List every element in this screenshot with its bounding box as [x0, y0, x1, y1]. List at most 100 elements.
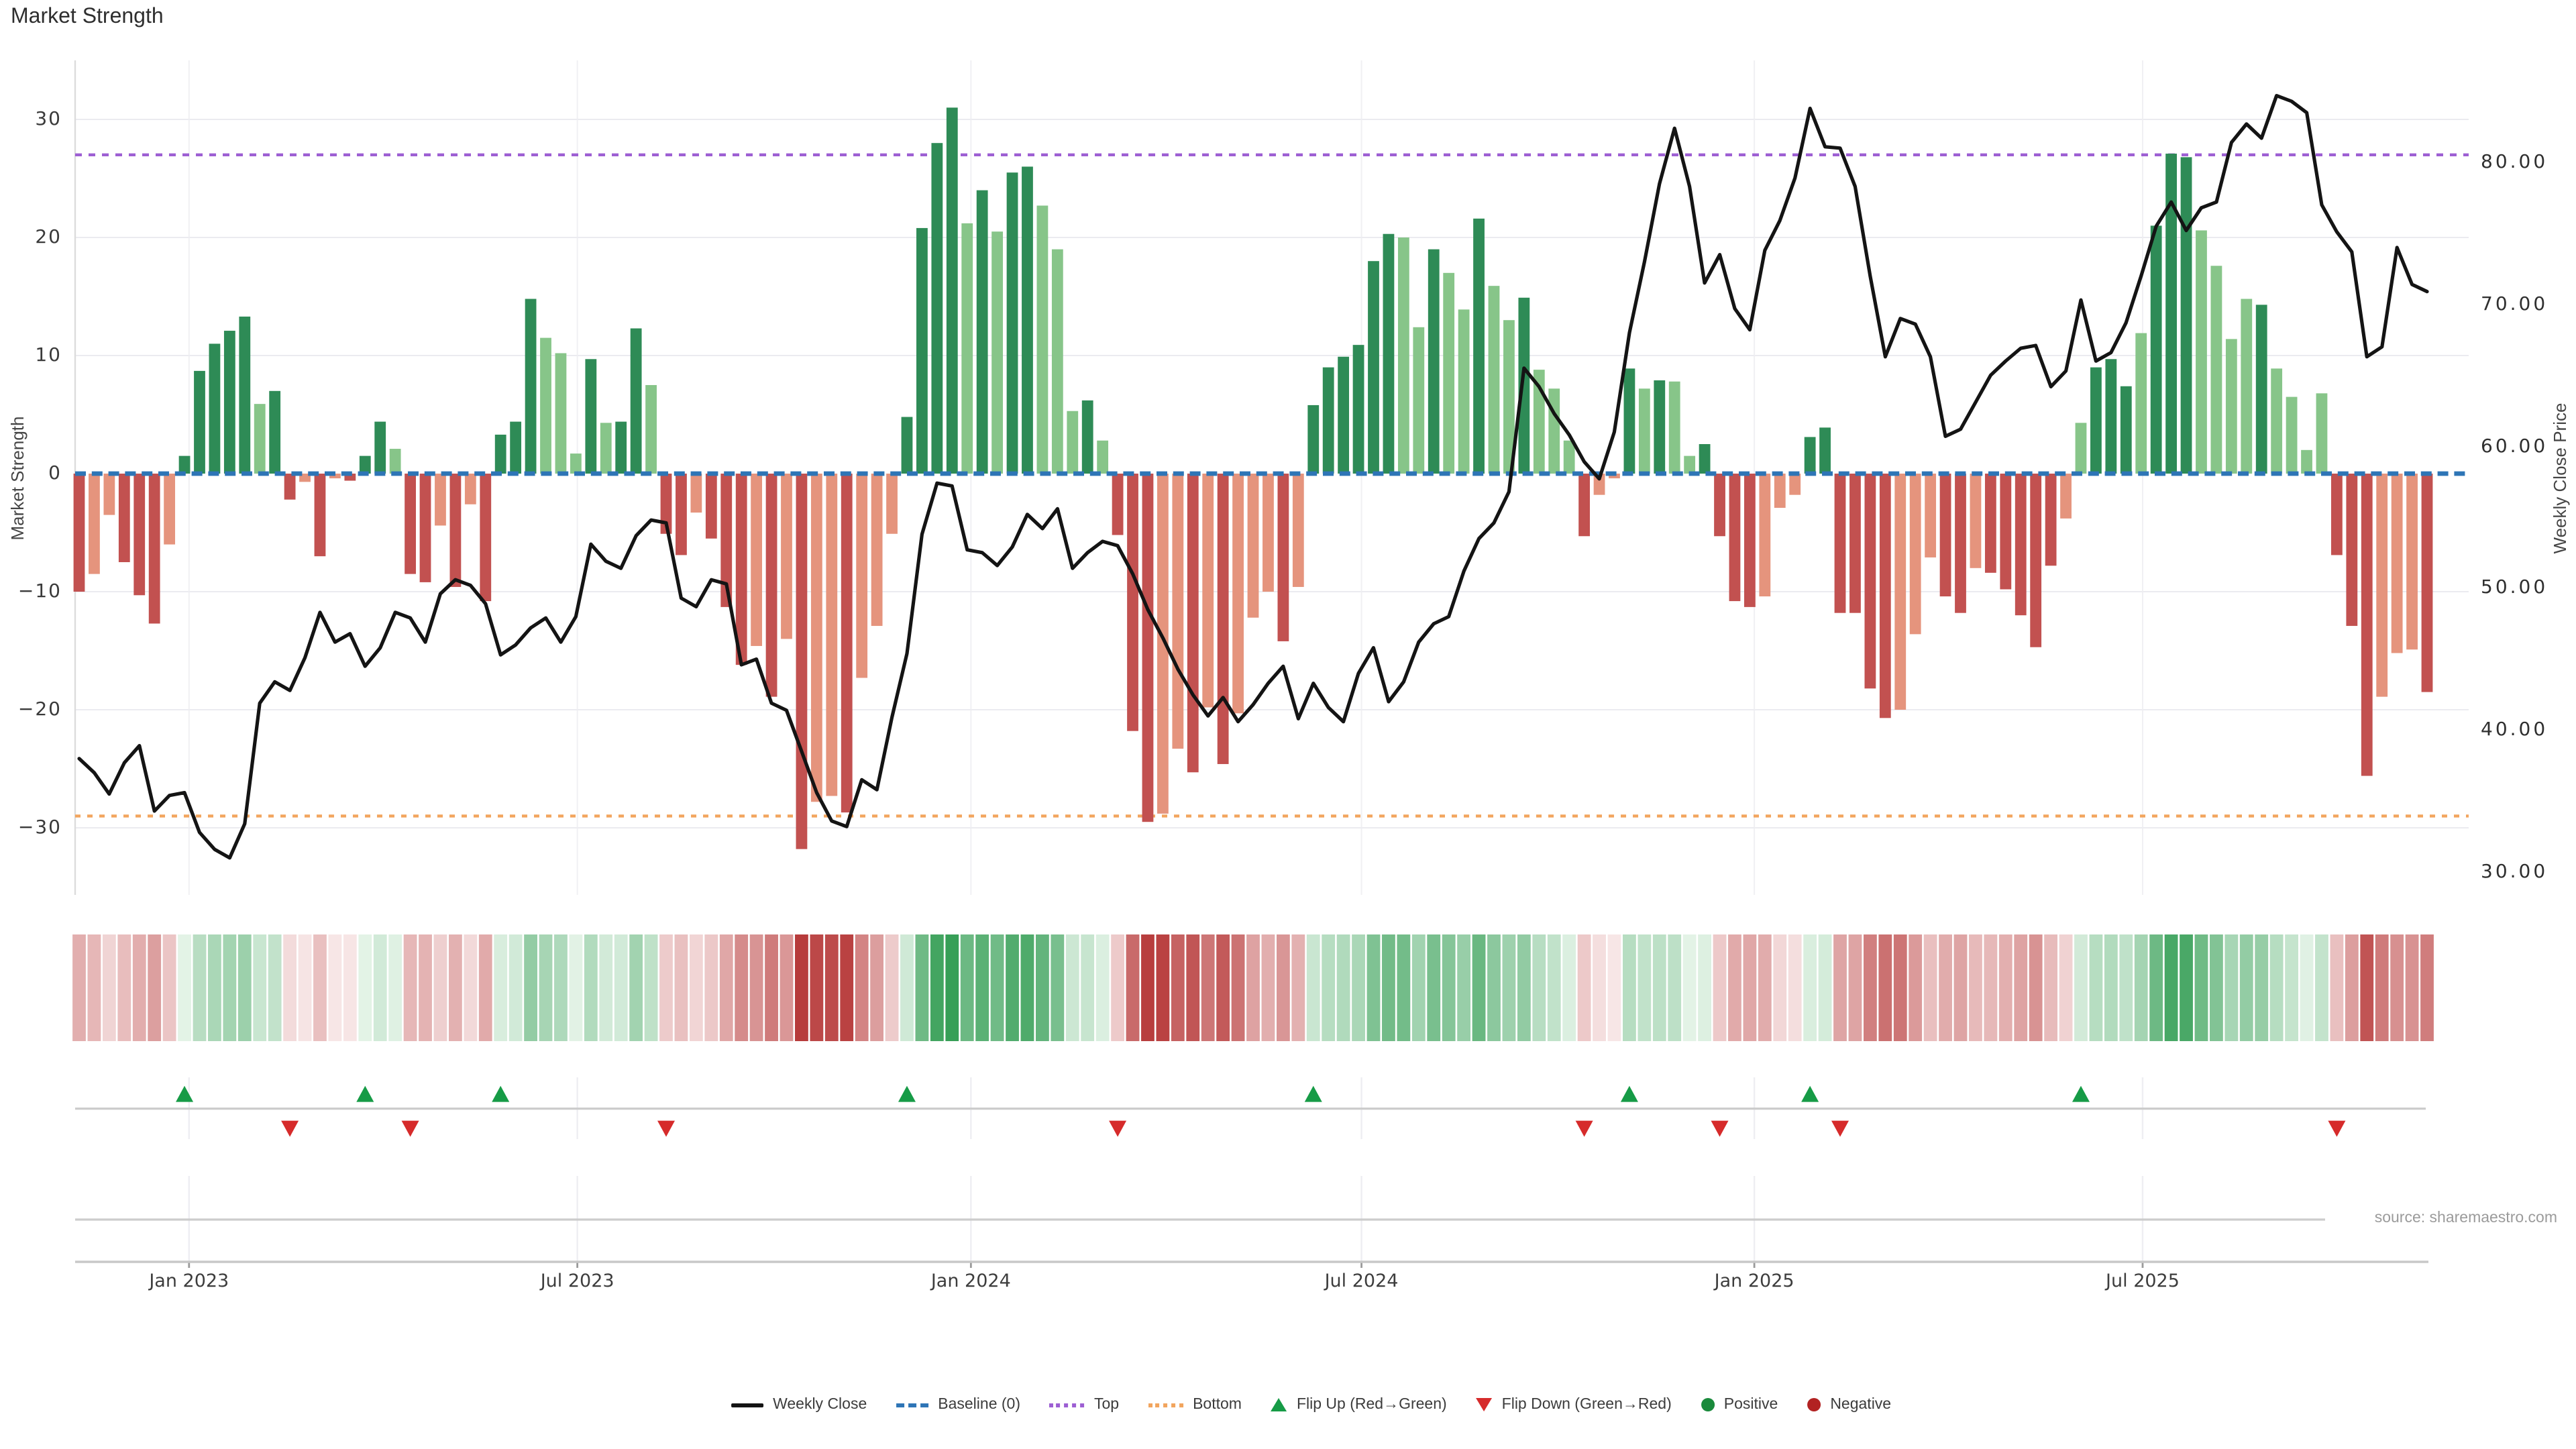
strength-bar	[1022, 166, 1033, 474]
heatmap-cell	[132, 934, 146, 1041]
heatmap-cell	[1562, 934, 1576, 1041]
heatmap-cell	[614, 934, 628, 1041]
heatmap-cell	[2345, 934, 2359, 1041]
heatmap-cell	[1577, 934, 1591, 1041]
right-axis-title: Weekly Close Price	[2550, 402, 2570, 554]
strength-bar	[1383, 233, 1395, 474]
strength-bar	[1458, 309, 1470, 474]
heatmap-cell	[2285, 934, 2298, 1041]
strength-bar	[1774, 474, 1786, 508]
heatmap-cell	[659, 934, 673, 1041]
strength-bar	[1157, 474, 1169, 814]
strength-bar	[886, 474, 898, 534]
strength-bar	[1051, 249, 1063, 474]
heatmap-cell	[2134, 934, 2148, 1041]
heatmap-cell	[1322, 934, 1336, 1041]
heatmap-cell	[313, 934, 327, 1041]
strength-bar	[1714, 474, 1725, 537]
strength-bar	[1743, 474, 1756, 607]
legend-label: Flip Down (Green→Red)	[1501, 1397, 1672, 1413]
strength-bar	[209, 343, 221, 474]
strength-bar	[1819, 427, 1831, 474]
heatmap-cell	[780, 934, 794, 1041]
strength-bar	[164, 474, 176, 545]
strength-bar	[2361, 474, 2373, 776]
heatmap-cell	[1758, 934, 1772, 1041]
strength-bar	[1578, 474, 1590, 537]
x-axis-tick-label: Jan 2023	[149, 1271, 229, 1292]
heatmap-cell	[1291, 934, 1305, 1041]
heatmap-cell	[1020, 934, 1034, 1041]
right-axis-tick: 80.00	[2481, 152, 2548, 173]
strength-bar	[494, 434, 506, 474]
heatmap-cell	[975, 934, 989, 1041]
flip-up-marker	[1304, 1085, 1322, 1102]
strength-bar	[2346, 474, 2358, 627]
strength-bar	[1006, 172, 1018, 474]
heatmap-cell	[2224, 934, 2239, 1041]
heatmap-cell	[1336, 934, 1350, 1041]
strength-bar	[1067, 411, 1079, 474]
strength-bar	[901, 417, 913, 474]
strength-bar	[329, 474, 341, 479]
legend-item-weekly-close: Weekly Close	[731, 1397, 867, 1413]
left-axis-tick: −20	[17, 699, 62, 720]
strength-bar	[540, 337, 551, 474]
strength-bar	[2196, 230, 2207, 474]
strength-bar	[2376, 474, 2388, 697]
heatmap-cell	[824, 934, 839, 1041]
heatmap-cell	[2420, 934, 2434, 1041]
heatmap-cell	[1818, 934, 1832, 1041]
heatmap-cell	[1306, 934, 1320, 1041]
heatmap-cell	[2360, 934, 2374, 1041]
right-axis-tick: 50.00	[2481, 577, 2548, 599]
heatmap-cell	[1833, 934, 1847, 1041]
strength-bar	[194, 370, 205, 474]
flip-up-marker	[356, 1085, 374, 1102]
strength-bar	[2090, 367, 2102, 474]
strength-bar	[1623, 368, 1635, 474]
heatmap-cell	[2210, 934, 2223, 1041]
heatmap-cell	[298, 934, 312, 1041]
heatmap-cell	[237, 934, 252, 1041]
heatmap-cell	[2014, 934, 2028, 1041]
strength-bar	[796, 474, 808, 849]
strength-bar	[1533, 370, 1545, 474]
heatmap-cell	[855, 934, 869, 1041]
strength-bar	[1142, 474, 1154, 822]
heatmap-cell	[539, 934, 553, 1041]
heatmap-cell	[1517, 934, 1531, 1041]
heatmap-cell	[388, 934, 402, 1041]
legend-label: Weekly Close	[773, 1397, 867, 1413]
strength-bar	[1593, 474, 1605, 495]
heatmap-cell	[584, 934, 598, 1041]
strength-bar	[1789, 474, 1801, 495]
strength-bar	[419, 474, 431, 582]
strength-bar	[405, 474, 416, 574]
heatmap-cell	[735, 934, 749, 1041]
heatmap-cell	[2119, 934, 2133, 1041]
heatmap-cell	[2059, 934, 2073, 1041]
heatmap-cell	[885, 934, 899, 1041]
strength-bar	[1759, 474, 1771, 597]
right-axis-tick: 30.00	[2481, 861, 2548, 883]
heatmap-cell	[1848, 934, 1862, 1041]
heatmap-cell	[1261, 934, 1275, 1041]
heatmap-cell	[1457, 934, 1471, 1041]
strength-bar	[314, 474, 326, 557]
heatmap-cell	[1411, 934, 1426, 1041]
strength-bar	[1081, 400, 1093, 474]
source-label: source: sharemaestro.com	[2369, 1210, 2563, 1226]
heatmap-cell	[1141, 934, 1155, 1041]
strength-bar	[89, 474, 100, 574]
flip-down-marker	[401, 1120, 419, 1137]
heatmap-cell	[1487, 934, 1501, 1041]
left-axis-tick: −30	[17, 817, 62, 839]
heatmap-cell	[1728, 934, 1741, 1041]
heatmap-cell	[1397, 934, 1411, 1041]
legend-label: Negative	[1830, 1397, 1892, 1413]
flip-down-marker	[1109, 1120, 1127, 1137]
strength-bar	[118, 474, 130, 562]
strength-bar	[826, 474, 838, 796]
